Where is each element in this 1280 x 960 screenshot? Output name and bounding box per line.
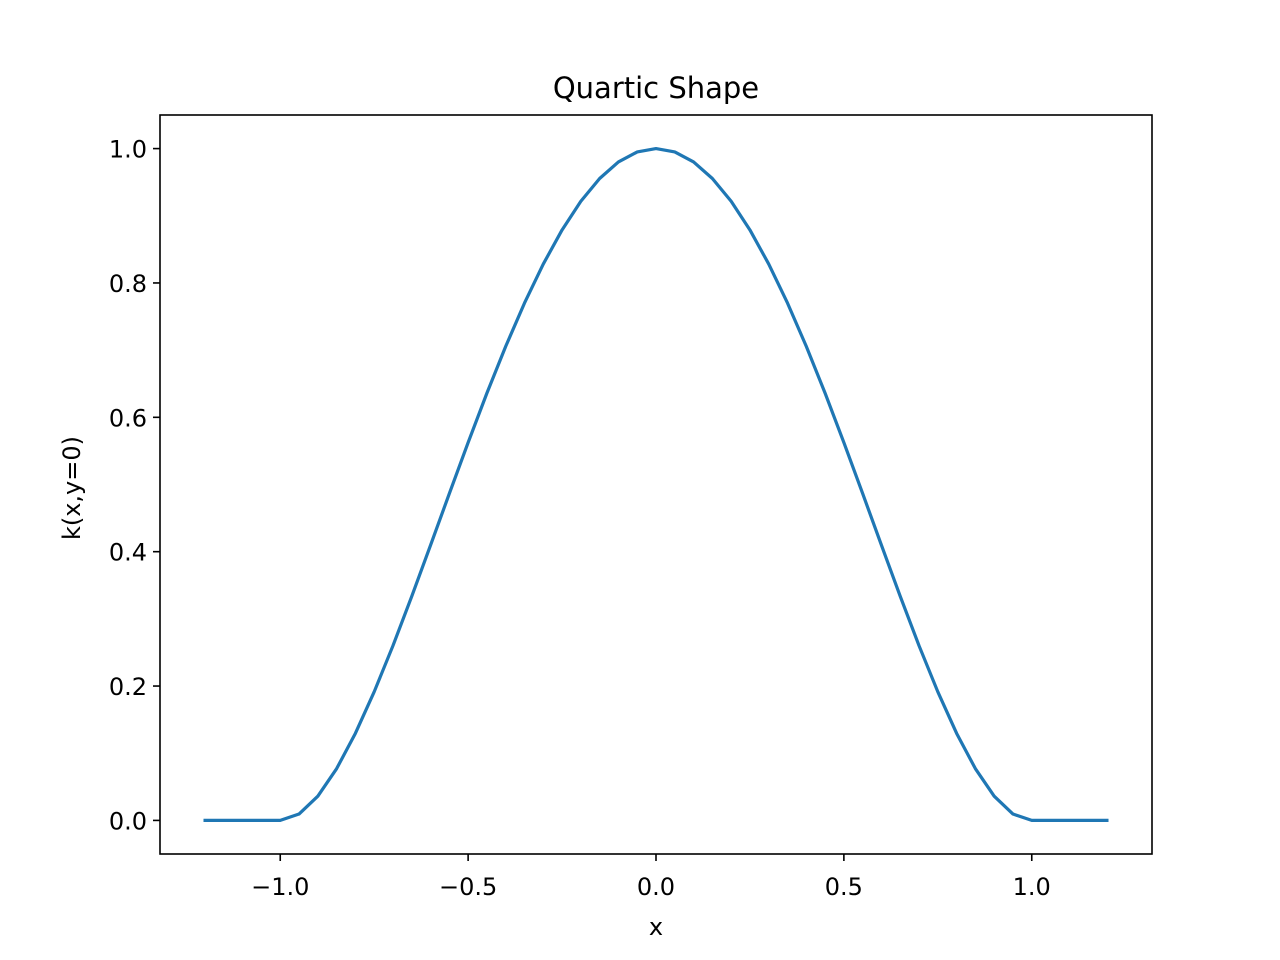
plot-area: −1.0 −0.5 0.0 0.5 1.0 0.0 0.2 0.4 0.6 0.8 1.0 (109, 114, 1153, 901)
x-tick-label: −0.5 (439, 873, 497, 901)
x-tick-label: 0.5 (825, 873, 863, 901)
y-axis-label: k(x,y=0) (58, 436, 86, 540)
y-tick-label: 0.4 (109, 539, 147, 567)
x-tick-label: 1.0 (1013, 873, 1051, 901)
y-tick-label: 0.2 (109, 673, 147, 701)
x-axis-label: x (649, 913, 663, 941)
series-line-0 (203, 146, 1109, 823)
y-tick-label: 0.6 (109, 404, 147, 432)
x-tick-label: −1.0 (251, 873, 309, 901)
y-tick-label: 1.0 (109, 136, 147, 164)
y-tick-label: 0.0 (109, 807, 147, 835)
y-tick-label: 0.8 (109, 270, 147, 298)
chart-title: Quartic Shape (553, 71, 759, 105)
x-tick-label: 0.0 (637, 873, 675, 901)
